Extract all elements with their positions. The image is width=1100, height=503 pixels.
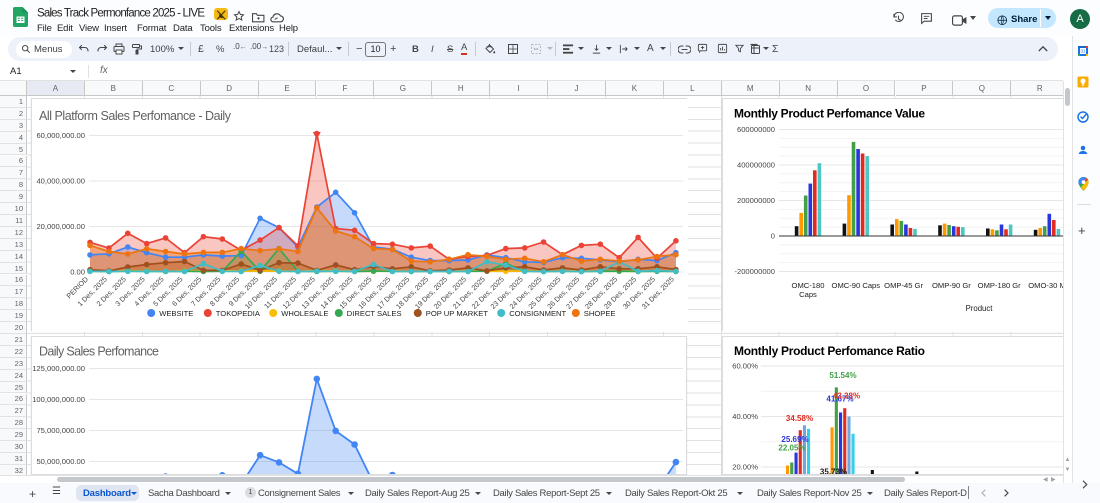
svg-text:TOKOPEDIA: TOKOPEDIA bbox=[216, 309, 261, 318]
svg-text:All Platform Sales Perfomance: All Platform Sales Perfomance - Daily bbox=[39, 109, 232, 123]
svg-text:DIRECT SALES: DIRECT SALES bbox=[347, 309, 402, 318]
svg-text:Sales Track Permonfance 2025 -: Sales Track Permonfance 2025 - LIVE bbox=[37, 8, 205, 20]
svg-text:Daily Sales Perfomance: Daily Sales Perfomance bbox=[39, 345, 159, 359]
svg-text:40.00%: 40.00% bbox=[732, 412, 758, 421]
svg-text:-200000000: -200000000 bbox=[734, 267, 775, 276]
svg-text:OMP-45 Gr: OMP-45 Gr bbox=[884, 281, 923, 290]
svg-text:Monthly Product Perfomance Val: Monthly Product Perfomance Value bbox=[734, 107, 925, 121]
svg-text:60,000,000.00: 60,000,000.00 bbox=[36, 131, 85, 140]
svg-text:Caps: Caps bbox=[799, 290, 817, 299]
svg-text:31: 31 bbox=[1080, 49, 1086, 54]
svg-text:125,000,000.00: 125,000,000.00 bbox=[32, 364, 85, 373]
svg-text:OMC-90 Caps: OMC-90 Caps bbox=[832, 281, 881, 290]
svg-text:400000000: 400000000 bbox=[737, 161, 775, 170]
svg-text:0: 0 bbox=[771, 232, 775, 241]
svg-text:SHOPEE: SHOPEE bbox=[584, 309, 616, 318]
svg-text:22.05%: 22.05% bbox=[778, 444, 805, 453]
svg-text:OMC-180: OMC-180 bbox=[792, 281, 825, 290]
svg-text:20,000,000.00: 20,000,000.00 bbox=[36, 222, 85, 231]
svg-text:OMP-180 Gr: OMP-180 Gr bbox=[978, 281, 1022, 290]
svg-text:75,000,000.00: 75,000,000.00 bbox=[36, 426, 85, 435]
svg-text:40,000,000.00: 40,000,000.00 bbox=[36, 177, 85, 186]
svg-text:WHOLESALE: WHOLESALE bbox=[281, 309, 328, 318]
svg-text:POP UP MARKET: POP UP MARKET bbox=[426, 309, 489, 318]
svg-text:WEBSITE: WEBSITE bbox=[159, 309, 193, 318]
svg-text:100,000,000.00: 100,000,000.00 bbox=[32, 395, 85, 404]
svg-text:50,000,000.00: 50,000,000.00 bbox=[36, 457, 85, 466]
svg-text:200000000: 200000000 bbox=[737, 196, 775, 205]
svg-text:35.73%: 35.73% bbox=[820, 468, 847, 476]
svg-text:41.67%: 41.67% bbox=[826, 395, 853, 404]
svg-text:Product: Product bbox=[966, 304, 994, 313]
svg-text:51.54%: 51.54% bbox=[829, 371, 856, 380]
svg-text:0.00: 0.00 bbox=[70, 268, 85, 277]
svg-text:OMO-30 M: OMO-30 M bbox=[1028, 281, 1064, 290]
svg-text:20.00%: 20.00% bbox=[732, 463, 758, 472]
svg-text:CONSIGNMENT: CONSIGNMENT bbox=[509, 309, 566, 318]
svg-text:43.28%: 43.28% bbox=[833, 391, 860, 400]
svg-text:60.00%: 60.00% bbox=[732, 362, 758, 371]
svg-text:34.58%: 34.58% bbox=[786, 414, 813, 423]
svg-text:25.69%: 25.69% bbox=[781, 435, 808, 444]
svg-text:Monthly Product Perfomance Rat: Monthly Product Perfomance Ratio bbox=[734, 344, 925, 358]
svg-text:OMP-90 Gr: OMP-90 Gr bbox=[932, 281, 971, 290]
svg-text:600000000: 600000000 bbox=[737, 125, 775, 134]
